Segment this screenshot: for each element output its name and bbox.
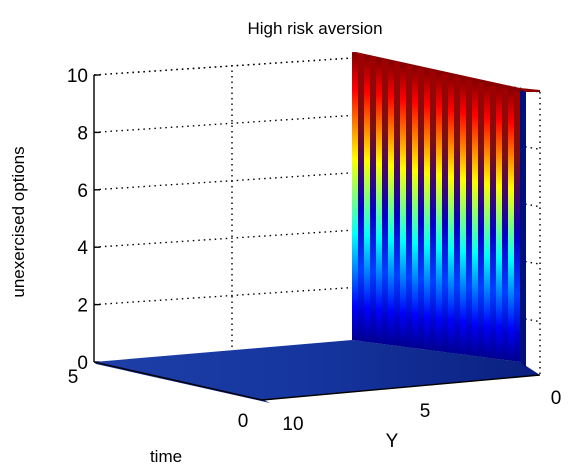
wall-side [520, 90, 526, 368]
wall-stripe [352, 52, 358, 341]
z-tick-label-0: 0 [77, 353, 88, 374]
z-tick-label-8: 8 [77, 123, 88, 144]
wall-stripe [406, 64, 412, 348]
z-tick-label-4: 4 [77, 238, 88, 259]
surface-wall [352, 52, 540, 368]
wall-stripe [490, 83, 496, 359]
wall-ridge [352, 52, 540, 92]
wall-stripe [358, 53, 364, 342]
y-tick-10: 10 [282, 414, 303, 435]
y-tick-0: 0 [551, 388, 562, 409]
time-tick-5: 5 [68, 367, 79, 388]
z-tick-label-2: 2 [77, 296, 88, 317]
wall-stripe [478, 80, 484, 358]
z-tick-label-10: 10 [67, 66, 88, 87]
wall-stripe [424, 68, 430, 351]
wall-stripe [388, 60, 394, 346]
wall-stripe [436, 71, 442, 352]
wall-stripe [430, 69, 436, 352]
y-tick-5: 5 [420, 401, 431, 422]
z-ticks: 0 2 4 6 8 10 [67, 66, 100, 374]
front-axes [93, 361, 541, 401]
wall-stripe [394, 61, 400, 347]
wall-stripe [502, 85, 508, 361]
wall-stripe [454, 75, 460, 355]
wall-stripe [364, 54, 370, 343]
chart-title: High risk aversion [247, 19, 382, 38]
y-axis-label: Y [386, 431, 399, 452]
wall-stripe [400, 62, 406, 348]
wall-stripe [376, 57, 382, 344]
wall-stripe [514, 88, 520, 363]
wall-stripe [418, 66, 424, 350]
time-tick-0: 0 [238, 411, 249, 432]
x-axis-label: time [150, 447, 182, 466]
wall-stripe [472, 79, 478, 357]
wall-stripe [370, 56, 376, 344]
wall-stripe [508, 87, 514, 362]
wall-stripe [382, 58, 388, 345]
z-tick-label-6: 6 [77, 181, 88, 202]
wall-stripe [496, 84, 502, 360]
wall-stripe [466, 77, 472, 356]
wall-stripe [484, 81, 490, 359]
tick-labels: 5 0 10 5 0 [68, 367, 562, 435]
wall-stripe [460, 76, 466, 355]
wall-stripe [448, 73, 454, 354]
z-axis-label: unexercised options [9, 146, 28, 297]
box-grid [93, 57, 541, 375]
wall-stripe [442, 72, 448, 353]
wall-stripe [412, 65, 418, 349]
